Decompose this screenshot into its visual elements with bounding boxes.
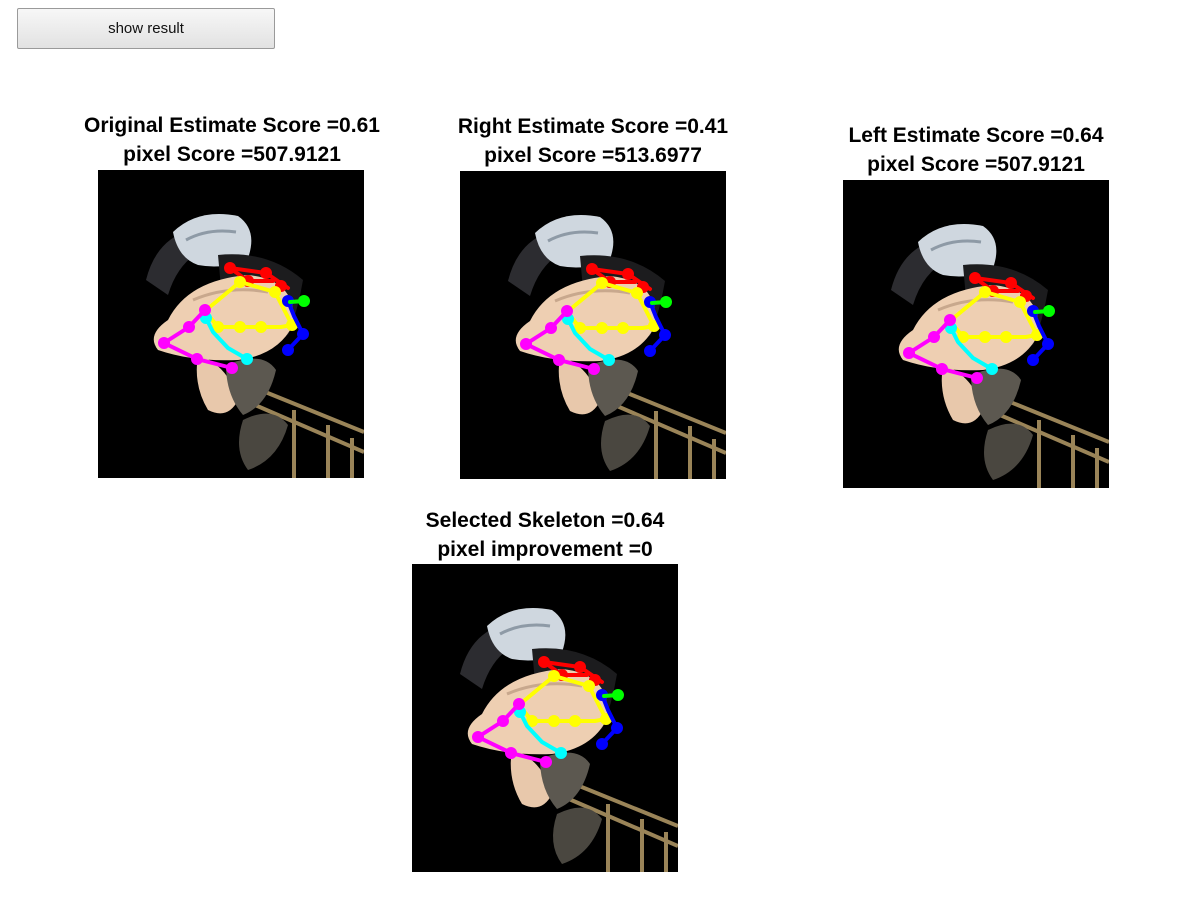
show-result-button[interactable]: show result <box>17 8 275 49</box>
right-pixel-score: pixel Score =513.6977 <box>484 144 702 167</box>
pixel-improvement: pixel improvement =0 <box>437 538 653 561</box>
selected-skeleton-image <box>412 564 678 872</box>
original-estimate-title: Original Estimate Score =0.61 pixel Scor… <box>66 111 398 169</box>
left-estimate-score: Left Estimate Score =0.64 <box>848 124 1104 147</box>
left-pixel-score: pixel Score =507.9121 <box>867 153 1085 176</box>
right-estimate-title: Right Estimate Score =0.41 pixel Score =… <box>427 112 759 170</box>
left-estimate-title: Left Estimate Score =0.64 pixel Score =5… <box>810 121 1142 179</box>
selected-skeleton-score: Selected Skeleton =0.64 <box>425 509 665 532</box>
selected-skeleton-title: Selected Skeleton =0.64 pixel improvemen… <box>379 506 711 564</box>
original-estimate-image <box>98 170 364 478</box>
right-estimate-image <box>460 171 726 479</box>
left-estimate-image <box>843 180 1109 488</box>
original-estimate-score: Original Estimate Score =0.61 <box>84 114 380 137</box>
original-pixel-score: pixel Score =507.9121 <box>123 143 341 166</box>
right-estimate-score: Right Estimate Score =0.41 <box>457 115 729 138</box>
